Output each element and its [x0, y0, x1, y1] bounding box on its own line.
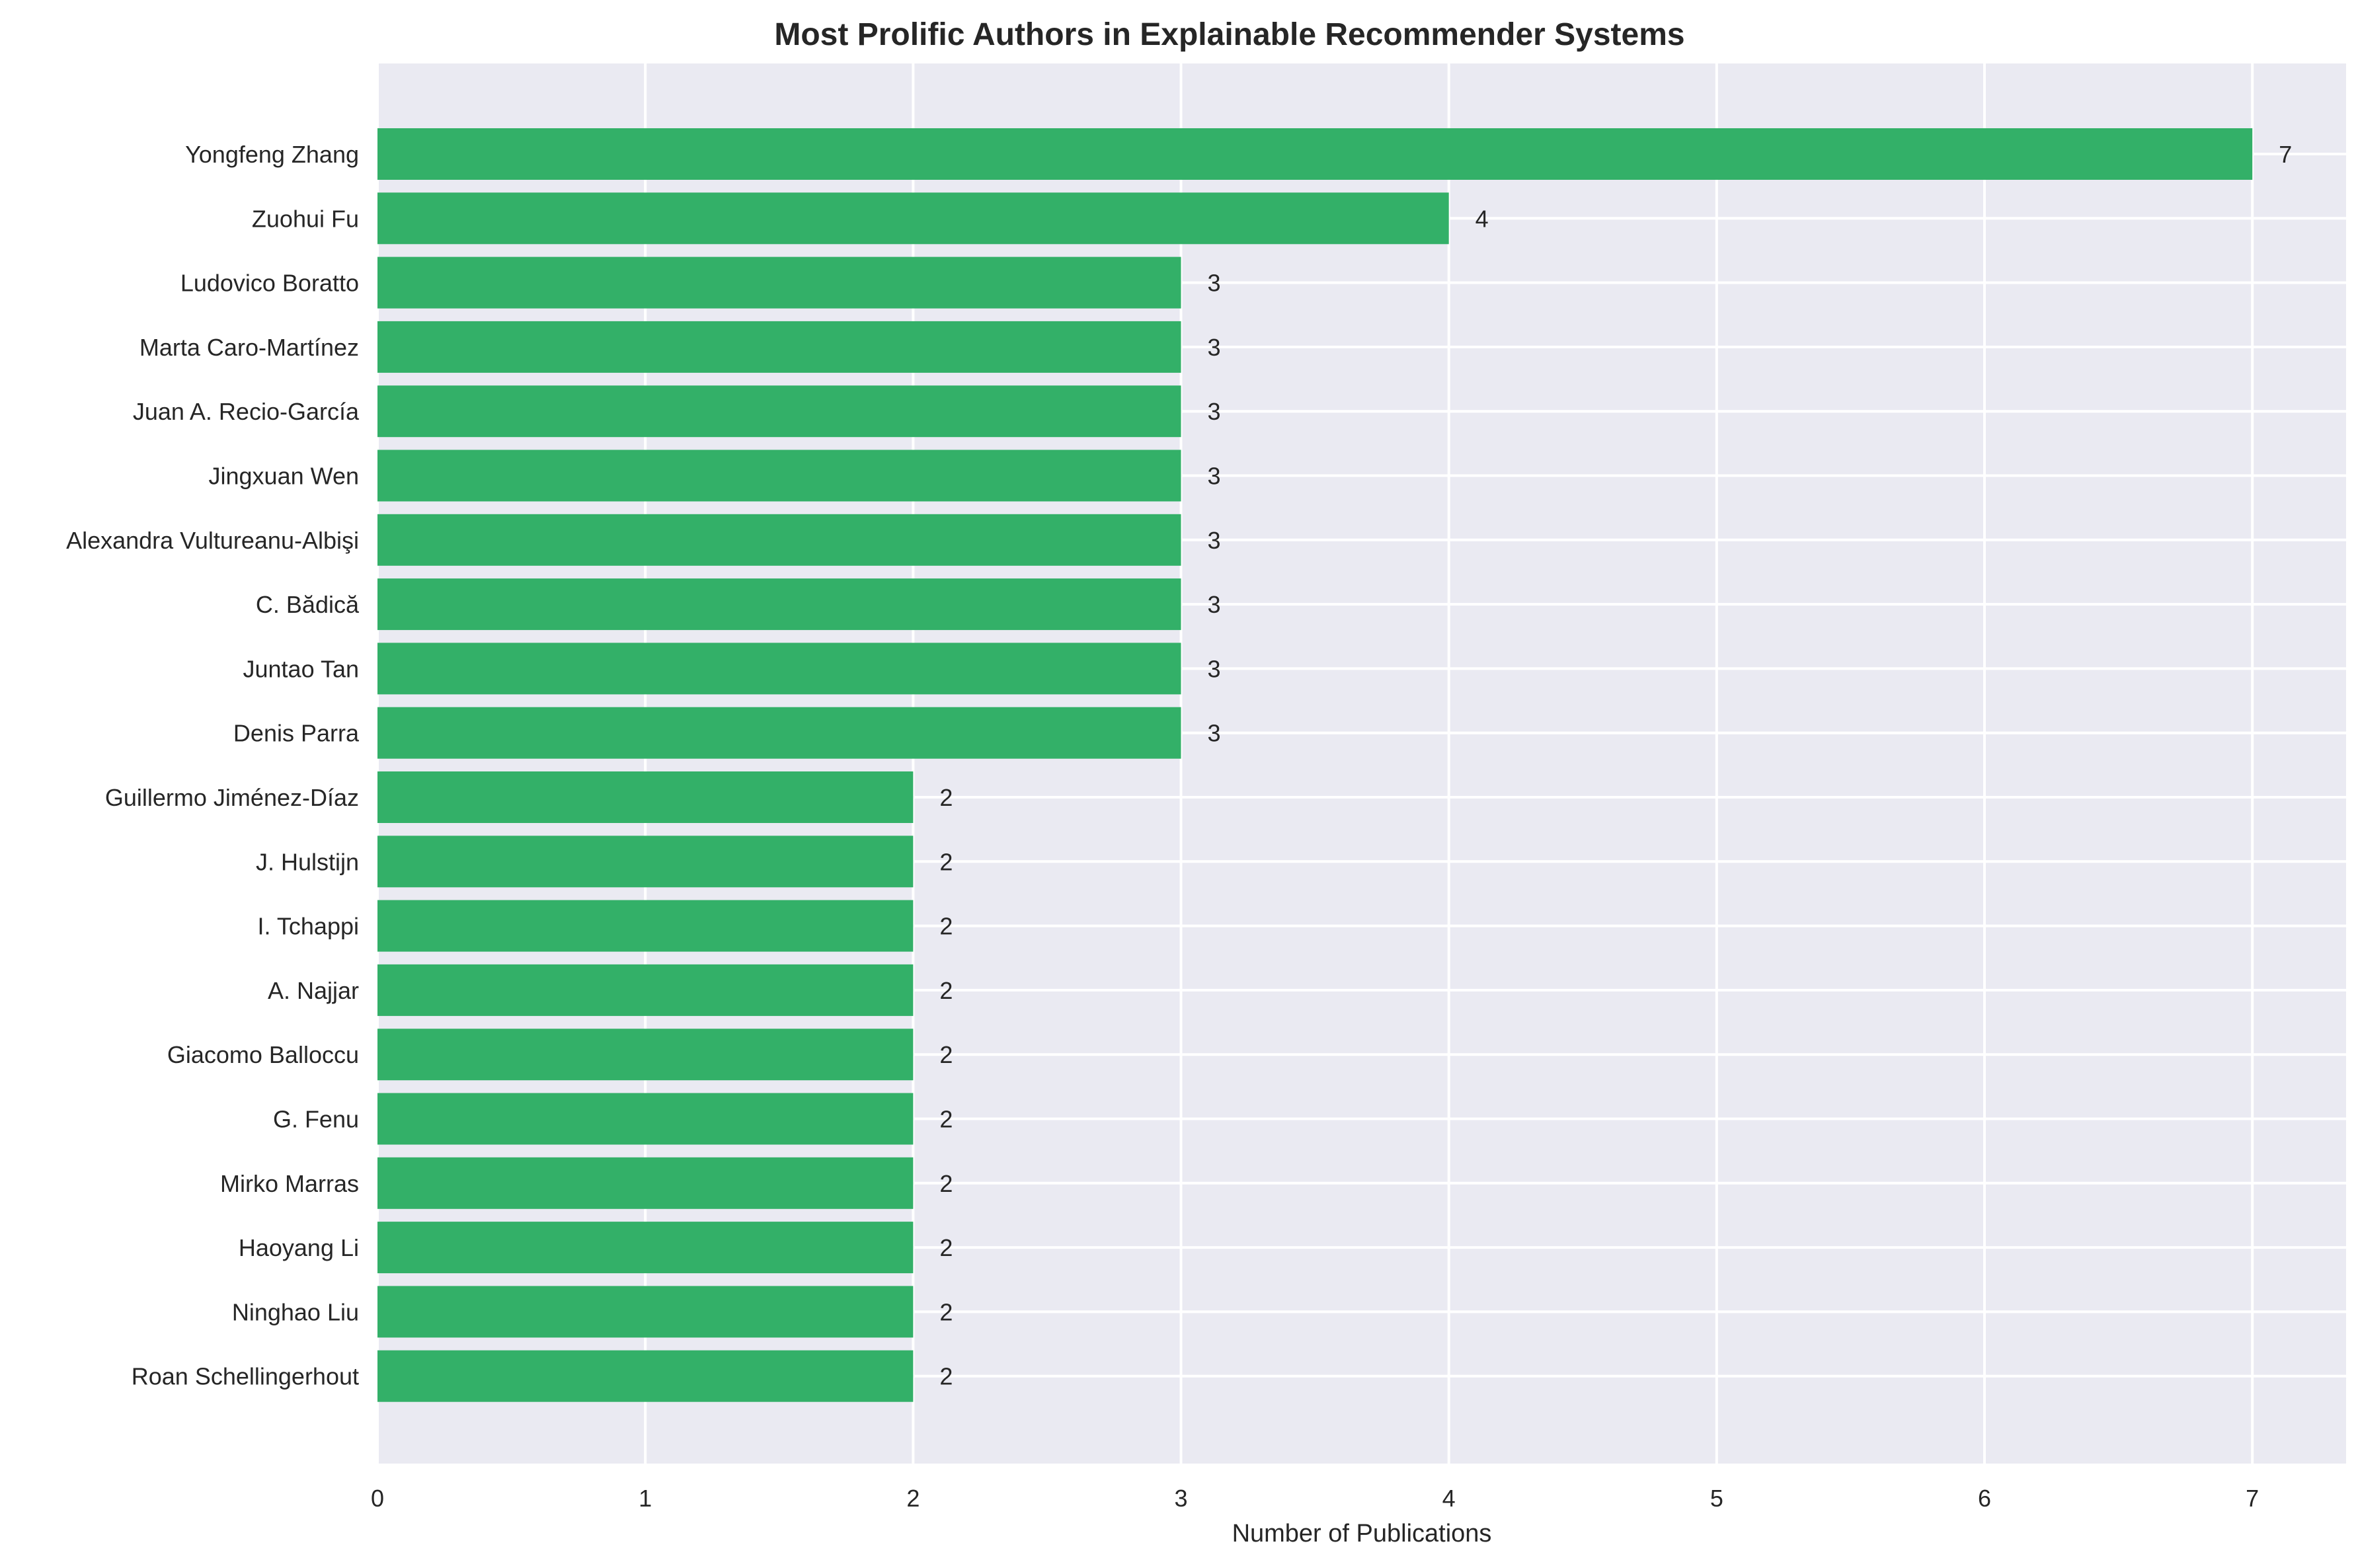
x-tick-label: 4	[1442, 1485, 1456, 1512]
bar	[377, 643, 1181, 695]
bar-value-label: 3	[1208, 527, 1221, 554]
y-tick-label: Zuohui Fu	[252, 205, 359, 232]
bar-value-label: 2	[939, 977, 953, 1004]
bar-value-label: 3	[1208, 720, 1221, 747]
x-tick-label: 1	[639, 1485, 652, 1512]
x-tick-label: 3	[1174, 1485, 1187, 1512]
bar-value-label: 2	[939, 848, 953, 875]
y-tick-label: Juan A. Recio-García	[133, 398, 360, 425]
bar	[377, 900, 914, 952]
x-tick-labels: 0 1 2 3 4 5 6 7	[371, 1485, 2259, 1512]
bars	[377, 128, 2253, 1402]
bar	[377, 1157, 914, 1209]
bar	[377, 385, 1181, 438]
y-tick-label: Denis Parra	[233, 720, 360, 747]
bar-value-label: 2	[939, 1298, 953, 1325]
bar-value-label: 2	[939, 1106, 953, 1133]
bar-value-label: 3	[1208, 591, 1221, 618]
bar	[377, 1350, 914, 1402]
y-tick-label: I. Tchappi	[258, 913, 359, 940]
bar	[377, 707, 1181, 759]
y-tick-label: A. Najjar	[268, 977, 359, 1004]
bar	[377, 256, 1181, 309]
y-tick-label: C. Bădică	[256, 591, 360, 618]
y-tick-label: Roan Schellingerhout	[132, 1363, 359, 1390]
bar	[377, 514, 1181, 566]
bar-value-label: 4	[1475, 205, 1489, 232]
y-tick-label: Haoyang Li	[239, 1234, 359, 1261]
bar	[377, 128, 2253, 180]
bar	[377, 321, 1181, 373]
y-tick-label: J. Hulstijn	[256, 848, 359, 875]
y-tick-label: Yongfeng Zhang	[185, 141, 359, 168]
x-tick-label: 6	[1978, 1485, 1991, 1512]
bar-value-label: 3	[1208, 334, 1221, 361]
y-tick-label: Giacomo Balloccu	[167, 1041, 359, 1068]
data-labels: 7 4 3 3 3 3 3 3 3 3 2 2 2 2 2 2 2 2 2 2	[939, 141, 2292, 1390]
chart-title: Most Prolific Authors in Explainable Rec…	[774, 17, 1684, 52]
bar-value-label: 2	[939, 1363, 953, 1390]
bar-value-label: 2	[939, 1234, 953, 1261]
bar-value-label: 2	[939, 1041, 953, 1068]
x-tick-label: 2	[906, 1485, 920, 1512]
y-tick-label: Mirko Marras	[220, 1170, 359, 1197]
bar	[377, 578, 1181, 631]
bar-value-label: 3	[1208, 398, 1221, 425]
bar	[377, 1093, 914, 1145]
y-tick-label: Guillermo Jiménez-Díaz	[105, 784, 359, 811]
x-tick-label: 7	[2246, 1485, 2259, 1512]
bar	[377, 1029, 914, 1081]
x-tick-label: 5	[1710, 1485, 1723, 1512]
y-tick-label: Ninghao Liu	[232, 1298, 359, 1325]
y-tick-label: G. Fenu	[273, 1106, 359, 1133]
y-tick-labels: Yongfeng Zhang Zuohui Fu Ludovico Boratto M…	[66, 141, 360, 1390]
y-tick-label: Marta Caro-Martínez	[139, 334, 359, 361]
bar	[377, 1222, 914, 1274]
bar-value-label: 3	[1208, 655, 1221, 682]
bar-value-label: 3	[1208, 463, 1221, 490]
bar	[377, 1286, 914, 1338]
bar-value-label: 2	[939, 913, 953, 940]
y-tick-label: Alexandra Vultureanu-Albişi	[66, 527, 359, 554]
bar-value-label: 7	[2279, 141, 2292, 168]
x-tick-label: 0	[371, 1485, 384, 1512]
y-tick-label: Ludovico Boratto	[180, 270, 359, 297]
x-axis-label: Number of Publications	[1232, 1520, 1492, 1548]
bar-value-label: 2	[939, 784, 953, 811]
bar	[377, 964, 914, 1016]
bar	[377, 771, 914, 823]
y-tick-label: Jingxuan Wen	[209, 463, 359, 490]
bar-value-label: 3	[1208, 270, 1221, 297]
y-tick-label: Juntao Tan	[243, 655, 359, 682]
bar-value-label: 2	[939, 1170, 953, 1197]
bar	[377, 450, 1181, 502]
bar	[377, 836, 914, 888]
bar	[377, 192, 1449, 245]
